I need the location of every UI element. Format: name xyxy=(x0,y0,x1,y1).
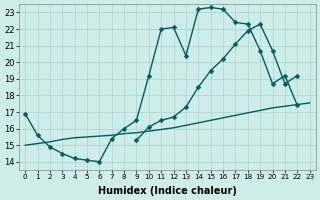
X-axis label: Humidex (Indice chaleur): Humidex (Indice chaleur) xyxy=(98,186,237,196)
